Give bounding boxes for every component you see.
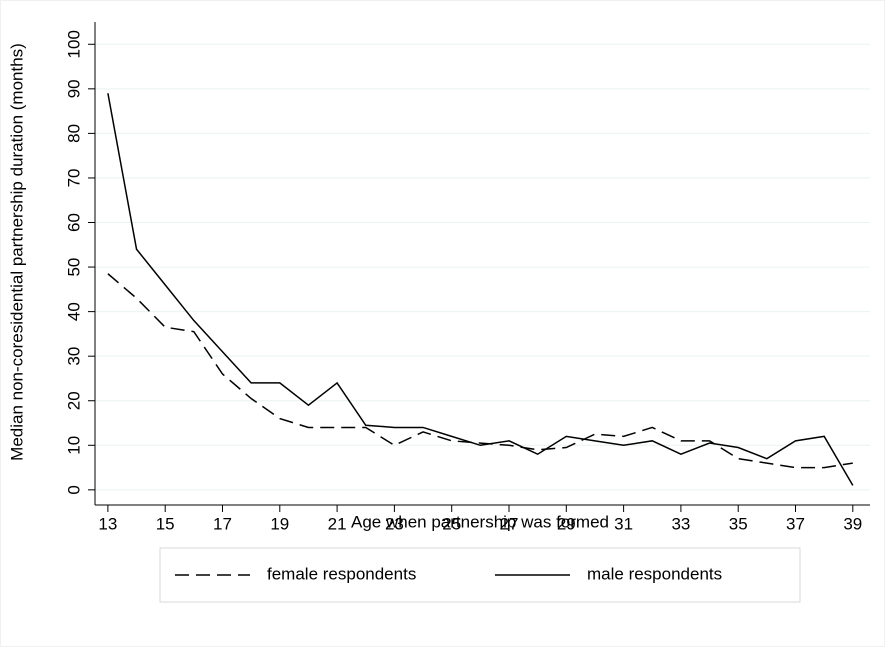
y-axis-label: Median non-coresidential partnership dur… xyxy=(7,43,26,461)
x-tick-label: 27 xyxy=(500,514,519,533)
x-tick-label: 39 xyxy=(843,514,862,533)
y-tick-label: 90 xyxy=(64,79,83,98)
x-tick-label: 23 xyxy=(385,514,404,533)
x-tick-label: 25 xyxy=(442,514,461,533)
y-tick-label: 80 xyxy=(64,124,83,143)
y-tick-label: 0 xyxy=(64,485,83,494)
legend-label: male respondents xyxy=(587,564,722,583)
y-tick-label: 30 xyxy=(64,347,83,366)
y-tick-label: 20 xyxy=(64,391,83,410)
y-tick-label: 10 xyxy=(64,436,83,455)
x-tick-label: 21 xyxy=(328,514,347,533)
y-tick-label: 50 xyxy=(64,258,83,277)
x-tick-label: 31 xyxy=(614,514,633,533)
x-tick-label: 19 xyxy=(270,514,289,533)
x-axis-label: Age when partnership was formed xyxy=(351,512,609,531)
y-tick-label: 70 xyxy=(64,168,83,187)
x-tick-label: 15 xyxy=(156,514,175,533)
y-tick-label: 40 xyxy=(64,302,83,321)
y-tick-label: 100 xyxy=(64,30,83,58)
x-tick-label: 33 xyxy=(671,514,690,533)
x-tick-label: 35 xyxy=(729,514,748,533)
legend-box xyxy=(159,547,801,603)
x-tick-label: 13 xyxy=(98,514,117,533)
series-line xyxy=(107,273,853,469)
y-tick-label: 60 xyxy=(64,213,83,232)
x-tick-label: 17 xyxy=(213,514,232,533)
x-tick-label: 37 xyxy=(786,514,805,533)
x-tick-label: 29 xyxy=(557,514,576,533)
legend-label: female respondents xyxy=(267,564,416,583)
series-line xyxy=(107,93,854,486)
